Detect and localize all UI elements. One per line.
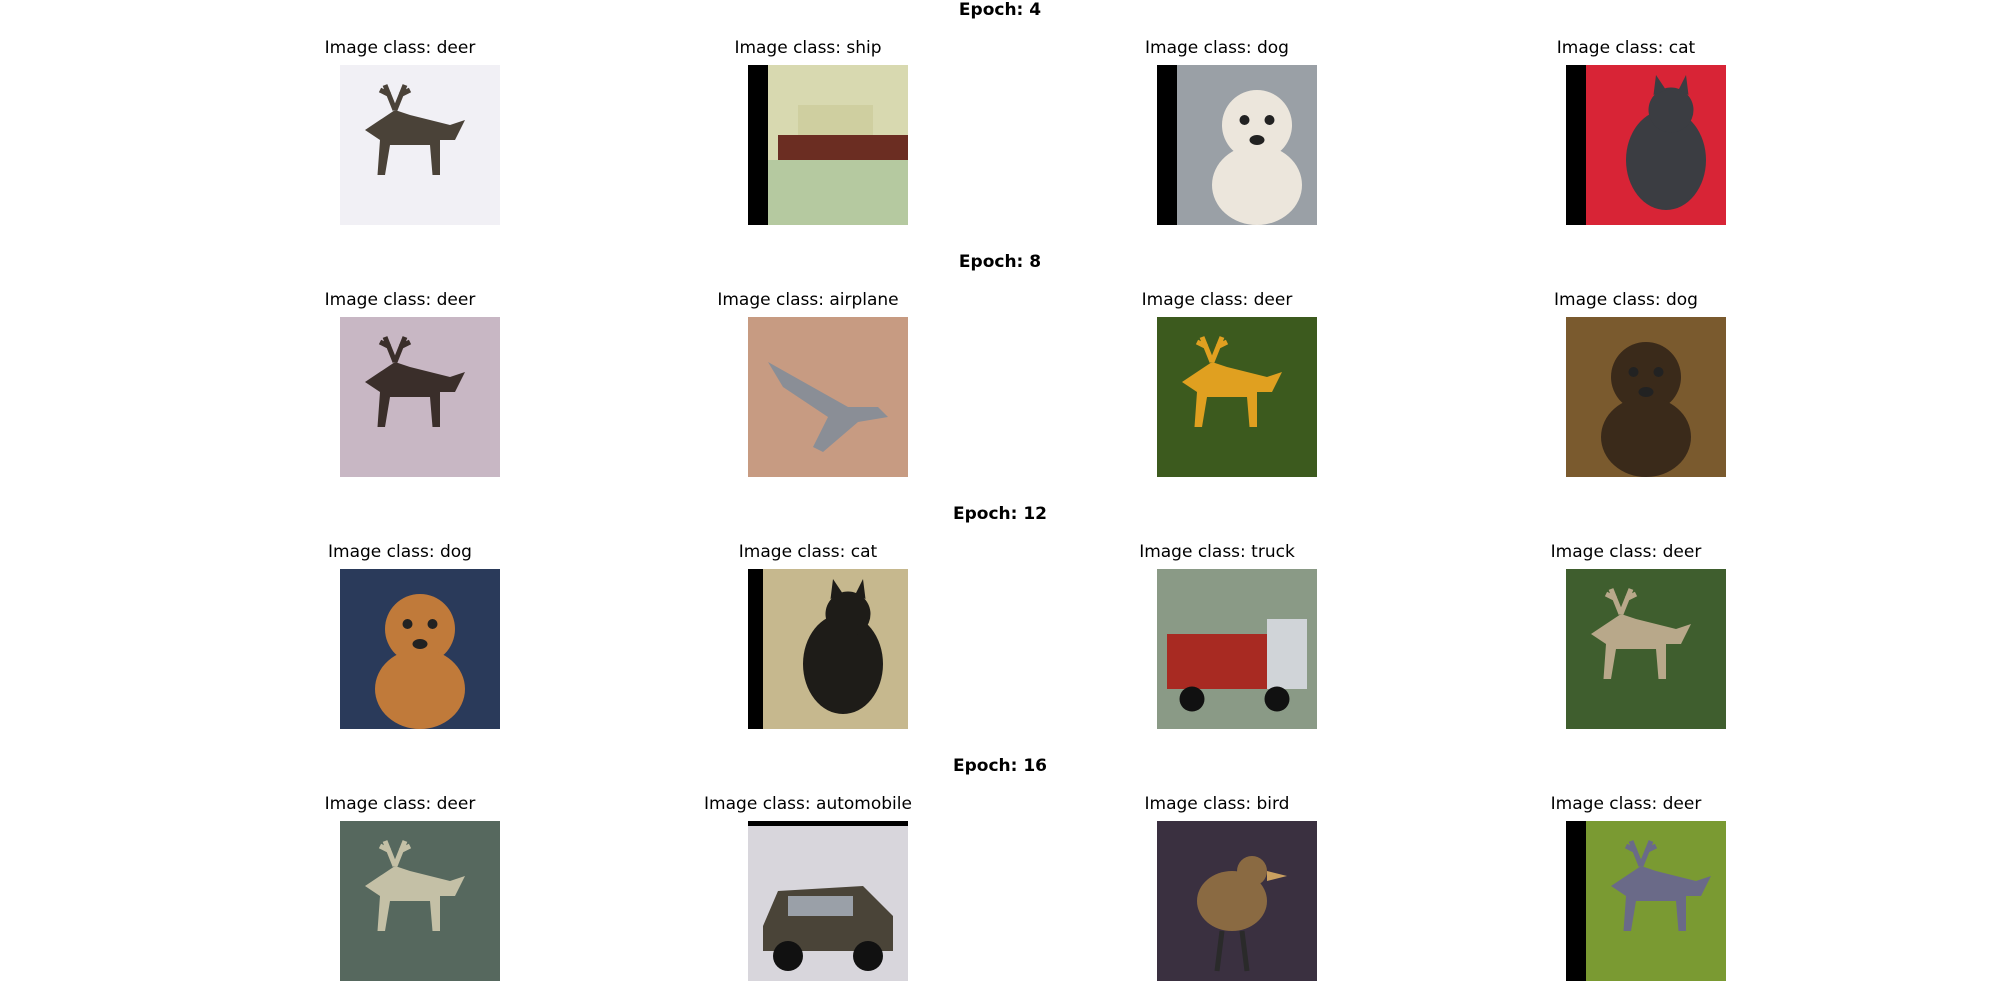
sample-thumbnail [748,569,908,729]
sample-thumbnail [1566,65,1726,225]
image-class-label: Image class: dog [328,542,472,562]
image-class-label: Image class: deer [1550,542,1702,562]
image-class-label: Image class: ship [734,38,882,58]
dog-silhouette-icon [1566,317,1711,477]
deer-silhouette-icon [1566,569,1726,714]
truck-silhouette-icon [1157,569,1302,729]
sample-thumbnail [340,821,500,981]
image-cell: Image class: bird [1057,794,1377,981]
sample-thumbnail [1566,569,1726,729]
image-cell: Image class: deer [240,290,560,477]
epoch-title: Epoch: 4 [958,0,1042,20]
car-silhouette-icon [748,826,908,981]
image-cell: Image class: cat [648,542,968,729]
image-class-label: Image class: deer [324,38,476,58]
bird-silhouette-icon [1157,821,1302,981]
ship-silhouette-icon [768,65,908,210]
image-cell: Image class: deer [1057,290,1377,477]
image-class-label: Image class: airplane [717,290,899,310]
deer-silhouette-icon [340,821,485,966]
image-class-label: Image class: cat [1556,38,1696,58]
image-cell: Image class: dog [1466,290,1786,477]
sample-thumbnail [1566,317,1726,477]
image-class-label: Image class: deer [1141,290,1293,310]
epoch-title: Epoch: 12 [952,504,1047,524]
deer-silhouette-icon [1157,317,1317,462]
sample-thumbnail [1157,821,1317,981]
sample-thumbnail [748,65,908,225]
image-cell: Image class: dog [1057,38,1377,225]
sample-thumbnail [340,317,500,477]
cat-silhouette-icon [1586,65,1726,210]
sample-thumbnail [1566,821,1726,981]
sample-thumbnail [748,317,908,477]
image-cell: Image class: airplane [648,290,968,477]
image-class-label: Image class: automobile [704,794,912,814]
image-cell: Image class: truck [1057,542,1377,729]
image-cell: Image class: ship [648,38,968,225]
image-cell: Image class: deer [1466,794,1786,981]
sample-thumbnail [340,65,500,225]
image-class-label: Image class: cat [738,542,878,562]
sample-thumbnail [748,821,908,981]
image-cell: Image class: dog [240,542,560,729]
image-class-label: Image class: dog [1554,290,1698,310]
epoch-title: Epoch: 8 [958,252,1042,272]
dog-silhouette-icon [340,569,500,729]
epoch-title: Epoch: 16 [952,756,1047,776]
image-cell: Image class: deer [240,794,560,981]
sample-thumbnail [1157,65,1317,225]
image-class-label: Image class: bird [1144,794,1290,814]
image-class-label: Image class: deer [324,290,476,310]
deer-silhouette-icon [340,317,485,462]
image-class-label: Image class: deer [1550,794,1702,814]
image-cell: Image class: deer [240,38,560,225]
dog-silhouette-icon [1177,65,1317,210]
sample-thumbnail [1157,317,1317,477]
image-class-label: Image class: dog [1145,38,1289,58]
image-cell: Image class: cat [1466,38,1786,225]
image-class-label: Image class: truck [1139,542,1295,562]
image-cell: Image class: automobile [648,794,968,981]
image-cell: Image class: deer [1466,542,1786,729]
deer-silhouette-icon [340,65,485,225]
image-class-label: Image class: deer [324,794,476,814]
cat-silhouette-icon [763,569,908,729]
sample-thumbnail [340,569,500,729]
sample-thumbnail [1157,569,1317,729]
airplane-silhouette-icon [748,317,893,462]
deer-silhouette-icon [1586,821,1726,966]
